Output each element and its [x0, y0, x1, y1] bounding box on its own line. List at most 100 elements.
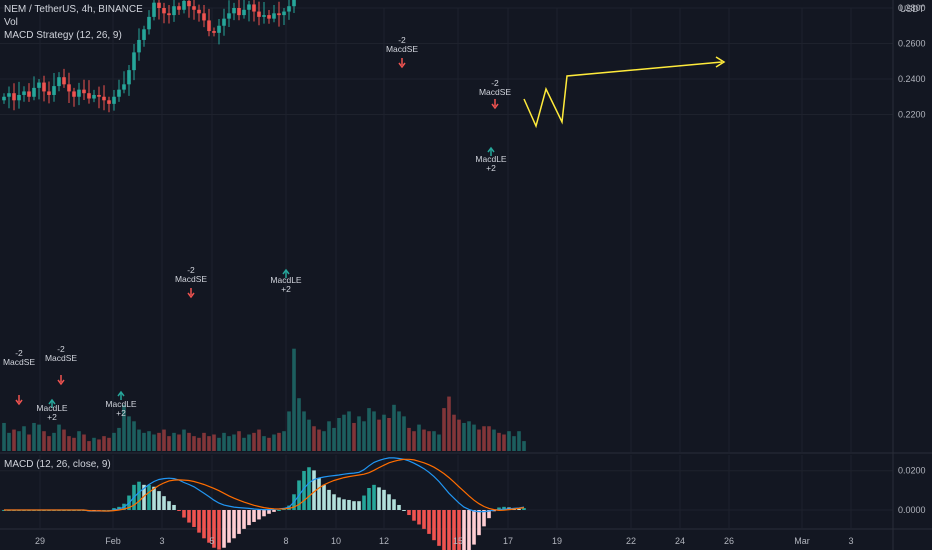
candle-body: [112, 96, 116, 104]
macd-histogram-bar: [237, 510, 241, 534]
volume-bar: [322, 431, 326, 451]
volume-bar: [197, 437, 201, 451]
volume-bar: [207, 436, 211, 451]
candle-body: [177, 6, 181, 10]
signal-label: MacdLE: [36, 403, 68, 413]
volume-bar: [347, 411, 351, 451]
macd-histogram-bar: [197, 510, 201, 533]
volume-bar: [417, 424, 421, 451]
volume-bar: [172, 432, 176, 451]
time-axis-tick: 29: [35, 536, 45, 546]
volume-bar: [77, 431, 81, 451]
macd-histogram-bar: [442, 510, 446, 550]
macd-histogram-bar: [407, 510, 411, 516]
candle-body: [12, 93, 16, 101]
volume-bar: [272, 434, 276, 451]
short-arrow-head-icon: [491, 103, 499, 110]
macd-histogram-bar: [497, 507, 501, 510]
time-axis-tick: 5: [209, 536, 214, 546]
time-axis-tick: 10: [331, 536, 341, 546]
volume-bar: [287, 411, 291, 451]
candle-body: [157, 2, 161, 8]
candle-body: [202, 13, 206, 21]
candle-body: [242, 9, 246, 16]
macd-histogram-bar: [242, 510, 246, 529]
candle-body: [277, 13, 281, 16]
macd-histogram-bar: [337, 497, 341, 510]
volume-bar: [472, 424, 476, 451]
macd-histogram-bar: [447, 510, 451, 550]
forecast-path: [523, 61, 723, 129]
volume-bar: [307, 419, 311, 451]
volume-bar: [192, 436, 196, 451]
candle-body: [22, 91, 26, 95]
macd-histogram-bar: [352, 501, 356, 510]
signal-label: MacdSE: [45, 353, 77, 363]
short-arrow-head-icon: [57, 379, 65, 386]
macd-histogram-bar: [502, 506, 506, 510]
candle-body: [47, 91, 51, 95]
signal-qty: +2: [486, 163, 496, 173]
volume-bar: [202, 432, 206, 451]
macd-histogram-bar: [327, 489, 331, 510]
macd-histogram-bar: [267, 510, 271, 514]
candle-body: [107, 100, 111, 104]
candle-body: [212, 31, 216, 33]
volume-bar: [117, 427, 121, 451]
macd-axis-tick: 0.0000: [898, 505, 926, 515]
macd-histogram-bar: [397, 504, 401, 510]
signal-qty: +2: [47, 412, 57, 422]
volume-bar: [12, 429, 16, 451]
volume-bar: [67, 436, 71, 451]
macd-histogram-bar: [152, 486, 156, 510]
time-axis-tick: 17: [503, 536, 513, 546]
volume-bar: [442, 408, 446, 451]
macd-histogram-bar: [177, 510, 181, 511]
candle-body: [2, 96, 6, 101]
macd-histogram-bar: [522, 508, 526, 510]
macd-histogram-bar: [252, 510, 256, 522]
volume-bar: [162, 429, 166, 451]
volume-bar: [57, 424, 61, 451]
candle-body: [272, 13, 276, 19]
volume-bar: [217, 437, 221, 451]
macd-histogram-bar: [137, 481, 141, 510]
candle-body: [17, 94, 21, 101]
macd-histogram-bar: [187, 510, 191, 523]
macd-axis-tick: 0.0200: [898, 466, 926, 476]
signal-label: MacdLE: [270, 275, 302, 285]
candle-body: [292, 0, 296, 7]
volume-bar: [262, 436, 266, 451]
candle-body: [167, 13, 171, 16]
volume-bar: [392, 404, 396, 451]
candle-body: [82, 89, 86, 94]
volume-bar: [237, 431, 241, 451]
macd-histogram-bar: [322, 484, 326, 510]
candle-body: [262, 15, 266, 17]
long-signal: MacdLE+2: [270, 268, 302, 294]
macd-histogram-bar: [167, 501, 171, 510]
volume-bar: [212, 434, 216, 451]
volume-bar: [387, 418, 391, 451]
volume-bar: [312, 426, 316, 451]
macd-histogram-bar: [482, 510, 486, 527]
symbol-legend: NEM / TetherUS, 4h, BINANCE: [4, 4, 143, 15]
volume-bar: [377, 419, 381, 451]
macd-histogram-bar: [477, 510, 481, 536]
macd-histogram-bar: [202, 510, 206, 539]
volume-bar: [452, 414, 456, 451]
candle-body: [127, 70, 131, 85]
signal-label: MacdLE: [105, 399, 137, 409]
volume-bar: [97, 439, 101, 451]
candle-body: [237, 8, 241, 16]
candle-body: [42, 82, 46, 92]
macd-histogram-bar: [172, 504, 176, 510]
volume-bar: [292, 348, 296, 451]
candles: [2, 0, 296, 113]
macd-histogram-bar: [262, 510, 266, 517]
volume-bars: [2, 348, 526, 451]
volume-bar: [362, 421, 366, 451]
candle-body: [7, 93, 11, 97]
price-axis-tick: 0.2200: [898, 110, 926, 120]
